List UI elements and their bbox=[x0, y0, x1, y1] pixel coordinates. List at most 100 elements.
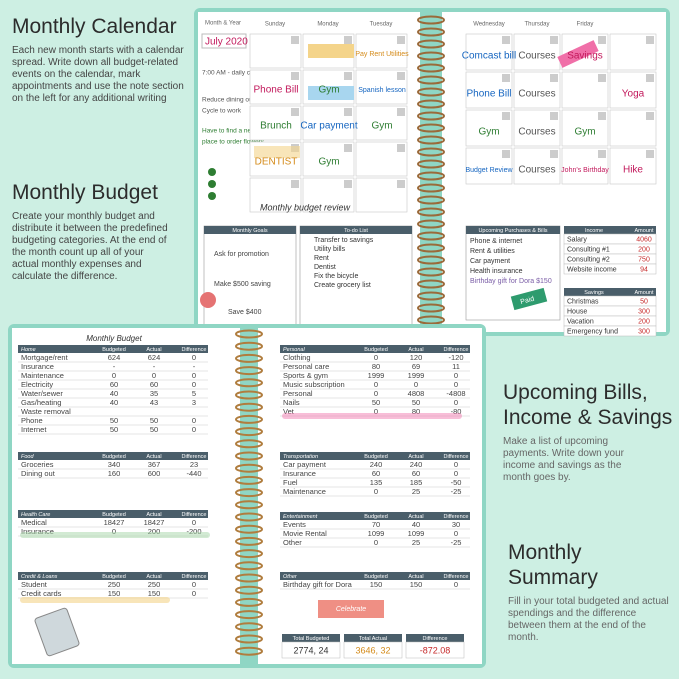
section-header bbox=[280, 452, 470, 460]
label: - bbox=[153, 362, 156, 371]
label: 0 bbox=[454, 371, 458, 380]
spiral bbox=[417, 99, 445, 109]
day-num-box bbox=[344, 108, 352, 116]
spiral bbox=[417, 51, 445, 61]
label: 0 bbox=[374, 538, 378, 547]
label: Waste removal bbox=[21, 407, 71, 416]
label: Ask for promotion bbox=[214, 251, 269, 258]
spiral bbox=[235, 390, 263, 400]
label: 340 bbox=[108, 460, 121, 469]
label: 2774, 24 bbox=[293, 645, 328, 655]
calculator bbox=[34, 607, 80, 657]
label: 50 bbox=[150, 425, 158, 434]
label: Budgeted bbox=[364, 574, 388, 580]
celebrate-tag bbox=[318, 600, 384, 618]
spiral bbox=[417, 303, 445, 313]
label: 25 bbox=[412, 487, 420, 496]
label: Health Care bbox=[21, 512, 50, 518]
highlight bbox=[282, 413, 462, 419]
label: Courses bbox=[518, 127, 555, 138]
label: Nails bbox=[283, 398, 300, 407]
label: Gym bbox=[371, 121, 392, 132]
label: Gym bbox=[318, 85, 339, 96]
spiral bbox=[417, 267, 445, 277]
day-num-box bbox=[291, 72, 299, 80]
label: Difference bbox=[444, 574, 469, 580]
label: 25 bbox=[412, 538, 420, 547]
label: Courses bbox=[518, 89, 555, 100]
caption-title: Monthly Summary bbox=[508, 541, 598, 589]
caption-title: Monthly Calendar bbox=[12, 15, 177, 38]
label: 60 bbox=[412, 469, 420, 478]
label: Save $400 bbox=[228, 309, 262, 316]
spiral bbox=[235, 610, 263, 620]
label: Other bbox=[283, 574, 298, 580]
section-header bbox=[280, 512, 470, 520]
label: House bbox=[567, 308, 587, 315]
spiral bbox=[235, 488, 263, 498]
label: 0 bbox=[192, 371, 196, 380]
label: 1099 bbox=[368, 529, 385, 538]
label: Fuel bbox=[283, 478, 298, 487]
label: Make $500 saving bbox=[214, 281, 271, 288]
label: Health insurance bbox=[470, 268, 523, 275]
summary-cell bbox=[281, 641, 341, 659]
day-num-box bbox=[344, 72, 352, 80]
label: Monthly Goals bbox=[232, 228, 267, 234]
box bbox=[299, 225, 413, 327]
label: Spanish lesson bbox=[358, 87, 406, 94]
label: Difference bbox=[444, 454, 469, 460]
label: -200 bbox=[186, 527, 201, 536]
label: Budgeted bbox=[102, 454, 126, 460]
label: Personal bbox=[283, 347, 305, 353]
label: 0 bbox=[454, 580, 458, 589]
section-header bbox=[18, 345, 208, 353]
label: Total Actual bbox=[359, 636, 387, 642]
section-header bbox=[18, 452, 208, 460]
label: 185 bbox=[410, 478, 423, 487]
label: -120 bbox=[448, 353, 463, 362]
spiral bbox=[235, 597, 263, 607]
label: Monthly budget review bbox=[260, 202, 351, 212]
spiral bbox=[235, 378, 263, 388]
label: 4808 bbox=[408, 389, 425, 398]
highlight bbox=[254, 146, 300, 158]
spiral bbox=[235, 427, 263, 437]
label: 40 bbox=[412, 520, 420, 529]
caption-body: Each new month starts with a calendar sp… bbox=[12, 45, 184, 104]
label: Budget Review bbox=[465, 167, 513, 174]
spiral bbox=[417, 123, 445, 133]
caption-body: Create your monthly budget and distribut… bbox=[12, 211, 168, 282]
label: 69 bbox=[412, 362, 420, 371]
spiral bbox=[235, 524, 263, 534]
label: -50 bbox=[451, 478, 462, 487]
label: Food bbox=[21, 454, 34, 460]
label: 200 bbox=[148, 527, 161, 536]
day-num-box bbox=[646, 36, 654, 44]
label: 200 bbox=[638, 318, 650, 325]
label: Vet bbox=[283, 407, 295, 416]
label: Cycle to work bbox=[202, 108, 242, 115]
label: 624 bbox=[108, 353, 121, 362]
day-num-box bbox=[502, 112, 510, 120]
label: Insurance bbox=[283, 469, 316, 478]
label: 80 bbox=[412, 407, 420, 416]
spiral bbox=[417, 39, 445, 49]
caption-body: Make a list of upcoming payments. Write … bbox=[503, 436, 624, 483]
label: Salary bbox=[567, 236, 587, 243]
spiral bbox=[417, 171, 445, 181]
caption-calendar: Monthly Calendar Each new month starts w… bbox=[12, 14, 197, 105]
day-num-box bbox=[291, 180, 299, 188]
spiral bbox=[417, 135, 445, 145]
label: Consulting #2 bbox=[567, 256, 610, 263]
page bbox=[12, 328, 240, 664]
spiral bbox=[417, 111, 445, 121]
box-header bbox=[466, 226, 560, 234]
highlight bbox=[308, 86, 354, 100]
label: Home bbox=[21, 347, 36, 353]
day-num-box bbox=[598, 112, 606, 120]
dot bbox=[208, 192, 216, 200]
label: Gym bbox=[318, 157, 339, 168]
label: 11 bbox=[452, 362, 460, 371]
